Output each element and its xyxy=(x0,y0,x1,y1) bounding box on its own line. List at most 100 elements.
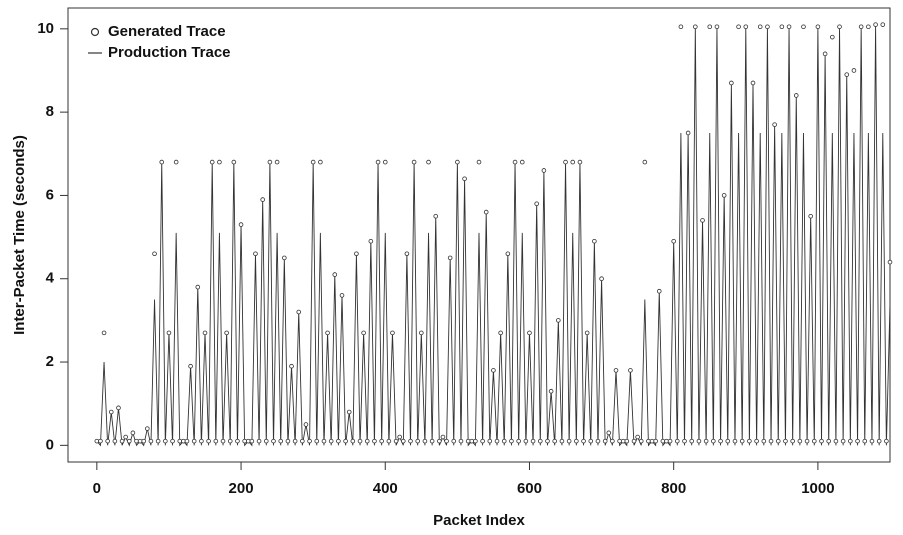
data-point xyxy=(101,330,107,336)
data-point xyxy=(429,438,435,444)
data-point xyxy=(213,438,219,444)
data-point xyxy=(379,438,384,444)
data-point xyxy=(869,438,875,444)
data-point xyxy=(444,438,449,444)
data-point xyxy=(537,438,543,444)
data-point xyxy=(238,222,244,227)
data-point xyxy=(570,159,576,165)
data-point xyxy=(397,434,402,440)
data-point xyxy=(563,159,568,165)
x-axis-title: Packet Index xyxy=(433,512,525,529)
data-point xyxy=(372,438,377,444)
data-point xyxy=(462,176,467,182)
data-point xyxy=(227,438,233,444)
x-tick-label: 0 xyxy=(93,480,101,497)
data-point xyxy=(408,438,413,444)
data-point xyxy=(419,330,424,336)
data-point xyxy=(231,159,237,165)
data-point xyxy=(559,438,565,444)
data-point xyxy=(285,438,291,444)
data-point xyxy=(523,438,529,444)
data-point xyxy=(887,259,893,265)
data-point xyxy=(256,438,262,444)
data-point xyxy=(635,434,640,440)
data-point xyxy=(819,438,824,444)
data-point xyxy=(170,438,175,444)
data-point xyxy=(595,438,601,444)
data-point xyxy=(476,159,482,165)
data-point xyxy=(534,201,539,207)
data-point xyxy=(556,318,561,323)
data-point xyxy=(768,438,774,444)
data-point xyxy=(494,438,500,444)
data-point xyxy=(310,159,316,165)
data-point xyxy=(674,438,680,444)
data-point xyxy=(289,363,294,369)
data-point xyxy=(761,438,767,444)
data-point xyxy=(826,438,832,444)
data-point xyxy=(747,438,752,444)
data-point xyxy=(130,430,136,436)
data-point xyxy=(141,438,147,444)
data-point xyxy=(693,24,698,30)
data-point xyxy=(844,72,850,77)
data-point xyxy=(541,168,547,173)
data-point xyxy=(656,288,662,294)
data-point xyxy=(404,251,410,257)
data-point xyxy=(415,438,421,444)
data-point xyxy=(566,438,572,444)
data-point xyxy=(793,93,799,98)
data-point xyxy=(574,438,579,444)
data-point xyxy=(195,284,201,290)
data-point xyxy=(862,438,868,444)
data-point xyxy=(667,438,673,444)
data-point xyxy=(328,438,334,444)
data-point xyxy=(833,438,839,444)
data-point xyxy=(700,218,705,223)
plot-frame xyxy=(67,7,891,463)
data-point xyxy=(498,330,503,336)
data-point xyxy=(696,438,702,444)
data-point xyxy=(530,438,536,444)
data-point xyxy=(830,34,835,40)
data-point xyxy=(779,24,785,30)
data-point xyxy=(400,438,406,444)
data-point xyxy=(274,159,280,165)
data-point xyxy=(163,438,168,444)
data-point xyxy=(736,24,741,30)
data-point xyxy=(721,193,727,198)
data-point xyxy=(783,438,788,444)
series-line xyxy=(96,24,891,447)
data-point xyxy=(592,238,597,244)
x-tick-label: 400 xyxy=(373,480,398,497)
x-tick-label: 600 xyxy=(517,480,542,497)
data-point xyxy=(447,255,453,261)
data-point xyxy=(458,438,464,444)
data-point xyxy=(303,422,309,427)
legend-label: Production Trace xyxy=(108,44,231,61)
data-point xyxy=(840,438,846,444)
data-point xyxy=(786,24,792,30)
data-point xyxy=(148,438,154,444)
data-point xyxy=(98,438,103,444)
data-point xyxy=(296,309,302,315)
data-point xyxy=(624,438,630,444)
data-point xyxy=(671,238,676,244)
data-point xyxy=(209,159,215,165)
data-point xyxy=(512,159,518,165)
data-point xyxy=(206,438,211,444)
data-point xyxy=(739,438,745,444)
data-point xyxy=(339,293,345,298)
data-point xyxy=(184,438,190,444)
y-tick-label: 8 xyxy=(46,103,54,120)
data-point xyxy=(361,330,366,336)
data-point xyxy=(451,438,457,444)
data-point xyxy=(112,438,118,444)
data-point xyxy=(797,438,803,444)
data-point xyxy=(858,24,864,30)
x-tick-label: 800 xyxy=(661,480,686,497)
data-point xyxy=(199,438,204,444)
data-point xyxy=(321,438,327,444)
data-point xyxy=(224,330,229,336)
data-point xyxy=(332,272,338,277)
